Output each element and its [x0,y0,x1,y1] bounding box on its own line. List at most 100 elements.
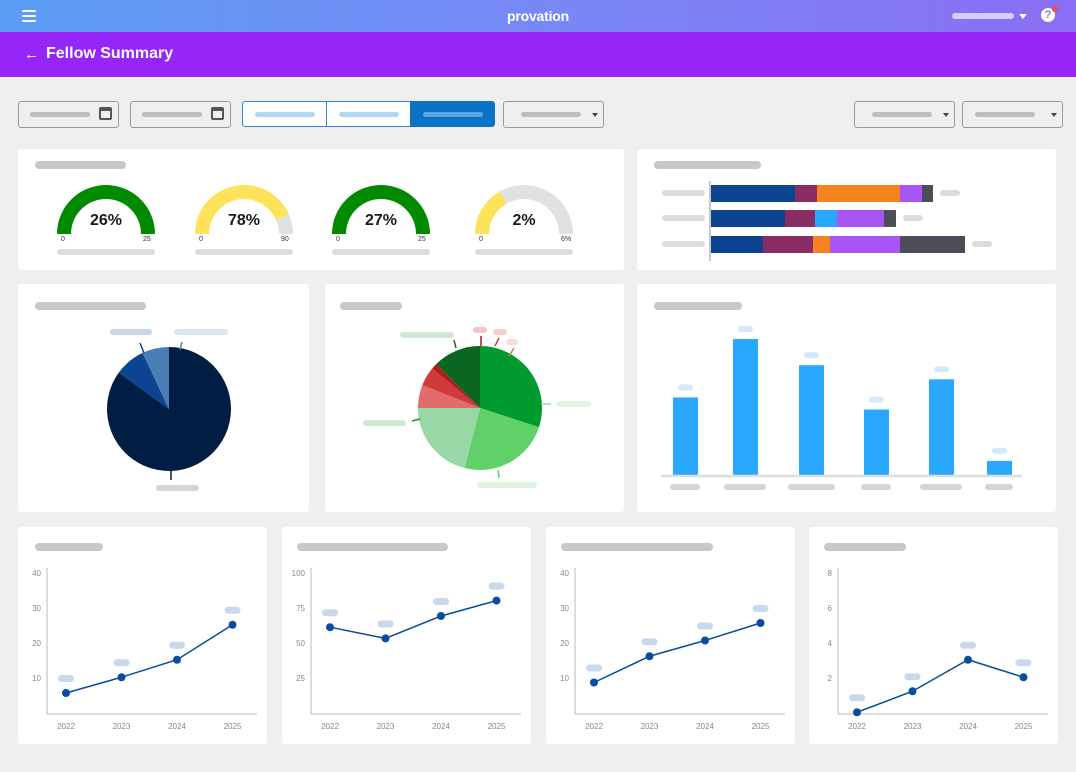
filter-dropdown[interactable] [503,101,604,128]
user-menu[interactable] [952,13,1014,19]
data-point [228,620,237,629]
card-title [35,161,126,169]
data-point [381,634,390,643]
data-label [377,620,394,628]
arrow-left-icon[interactable]: ← [24,46,39,63]
gauge-min-label: 0 [61,236,65,243]
data-label [224,606,241,614]
slice-label [174,329,228,335]
bar [987,460,1012,475]
segment-option-3[interactable] [410,101,495,127]
x-tick-label: 2023 [640,722,659,731]
y-tick-label: 6 [827,604,832,613]
gauge-max-label: 25 [143,236,151,243]
x-tick-label: 2023 [112,722,131,731]
stacked-bar-segment [900,185,922,202]
top-bar: provation ? [0,0,1076,32]
chevron-down-icon[interactable] [943,113,949,117]
bar-value-label [869,396,884,403]
x-tick-label: 2025 [487,722,506,731]
gauge-fill [475,191,507,234]
card-title [654,302,742,310]
slice-label [110,329,152,335]
series-line [856,658,1024,713]
leader-line [453,339,457,349]
bar-value-label [934,366,949,373]
bar-chart [661,326,1022,490]
pie-slice [106,347,231,471]
pie-chart-2 [363,327,591,488]
row-value-label [903,215,923,221]
gauge-value: 26% [89,212,123,229]
end-date-field[interactable] [130,101,231,128]
data-point [908,687,917,696]
segment-option-1[interactable] [242,101,327,127]
chevron-down-icon[interactable] [1051,113,1057,117]
y-tick-label: 75 [296,604,305,613]
x-tick-label [920,484,962,490]
stacked-bar-segment [830,236,900,253]
leader-line [139,342,145,354]
start-date-field[interactable] [18,101,119,128]
x-tick-label [670,484,700,490]
y-tick-label: 40 [32,569,41,578]
page-header: ← Fellow Summary [0,32,1076,77]
slice-label [506,339,518,345]
bar [864,409,889,475]
gauge-value: 27% [364,212,398,229]
stacked-bar-segment [900,236,965,253]
line-card-3: 10 20 30 40 2022 2023 2024 2025 [546,527,795,744]
y-tick-label: 10 [560,674,569,683]
bar-chart-card [637,284,1056,512]
calendar-icon[interactable] [211,107,224,120]
filter-dropdown-3[interactable] [962,101,1063,128]
data-point [437,612,445,620]
y-tick-label: 2 [827,674,832,683]
chevron-down-icon[interactable] [592,113,598,117]
card-title [297,543,448,551]
x-tick-label: 2024 [696,722,714,731]
gauge-max-label: 6% [561,236,572,243]
gauge-value: 2% [512,212,536,229]
x-tick-label [985,484,1013,490]
data-point [853,708,861,717]
line-chart-4 [837,568,1048,717]
gauge-fill [195,185,289,234]
y-tick-label: 4 [827,639,832,648]
leader-line [411,418,421,422]
gauge-max-label: 25 [418,236,426,243]
filter-dropdown-2[interactable] [854,101,955,128]
help-icon[interactable]: ? [1041,8,1055,22]
bar [733,339,758,475]
line-chart-1 [46,568,257,715]
calendar-icon[interactable] [99,107,112,120]
line-chart-3 [574,568,785,715]
line-card-1: 10 20 30 40 2022 2023 2024 2025 [18,527,267,744]
data-point [964,655,972,664]
stacked-bar-segment [763,236,813,253]
gauge-caption [57,249,155,255]
row-label [662,241,705,247]
chevron-down-icon[interactable] [1019,14,1027,19]
data-point [117,673,126,682]
bar-value-label [804,352,819,359]
data-point [492,596,501,605]
card-title [35,543,103,551]
stacked-bar-chart [662,181,992,261]
stacked-bar-segment [837,210,884,227]
y-tick-label: 30 [560,604,569,613]
x-tick-label [788,484,835,490]
x-tick-label: 2025 [751,722,770,731]
data-point [62,689,70,697]
slice-label [493,329,507,335]
gauge-caption [332,249,430,255]
data-point [701,636,709,645]
y-tick-label: 8 [827,569,832,578]
menu-icon[interactable] [22,10,36,22]
series-line [65,624,233,694]
bar [929,379,954,475]
segment-option-2[interactable] [326,101,411,127]
data-point [326,623,334,632]
data-label [960,641,976,649]
slice-label [400,332,454,338]
